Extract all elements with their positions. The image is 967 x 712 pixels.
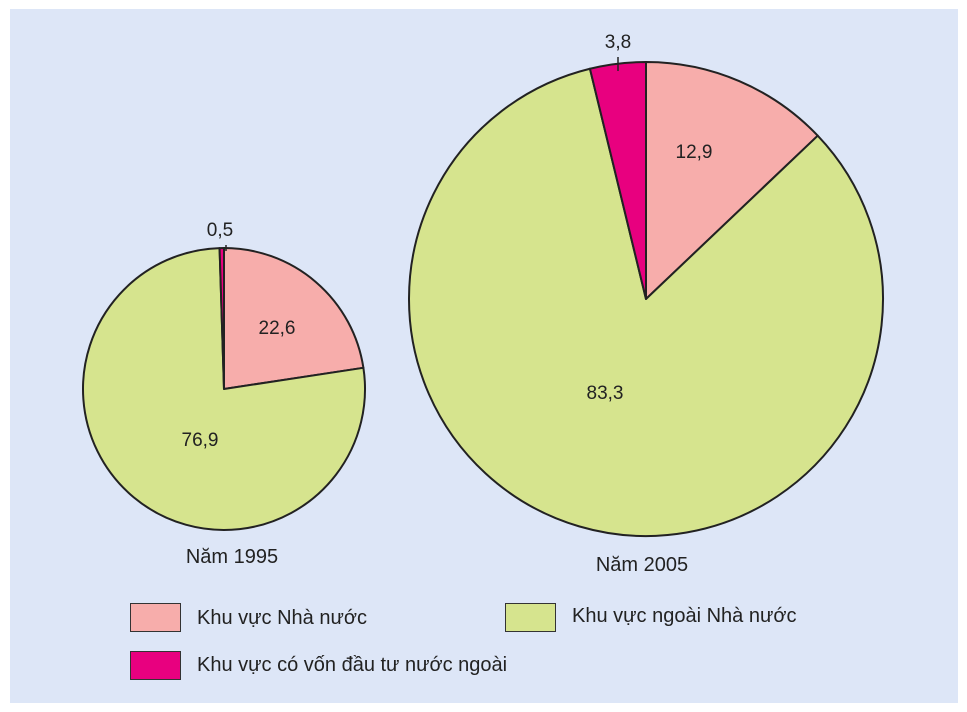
pie-2005-label-foreign: 3,8 <box>605 32 631 53</box>
pie-charts: 22,6 76,9 0,5 12,9 83,3 3,8 <box>82 32 884 537</box>
legend-label-foreign: Khu vực có vốn đầu tư nước ngoài <box>197 654 508 676</box>
pie-1995-label-state: 22,6 <box>259 318 296 339</box>
legend-label-non-state: Khu vực ngoài Nhà nước <box>572 605 797 627</box>
legend-label-state: Khu vực Nhà nước <box>197 607 367 629</box>
pie-1995-label-non-state: 76,9 <box>182 430 219 451</box>
pie-1995-slice-foreign <box>218 247 225 390</box>
pie-2005-slice-state <box>645 61 819 300</box>
legend-swatch-foreign <box>130 651 181 680</box>
pie-1995-title: Năm 1995 <box>185 546 279 568</box>
pie-2005-title: Năm 2005 <box>595 554 689 576</box>
pie-2005-label-non-state: 83,3 <box>587 383 624 404</box>
legend-swatch-state <box>130 603 181 632</box>
pie-1995-label-foreign: 0,5 <box>207 220 233 241</box>
legend-swatch-non-state <box>505 603 556 632</box>
pie-1995-slice-state <box>223 247 365 390</box>
pie-2005-label-state: 12,9 <box>676 142 713 163</box>
pie-2005-slice-non-state <box>408 67 884 537</box>
chart-panel: 22,6 76,9 0,5 12,9 83,3 3,8 Năm 1995 Năm 2005… <box>10 9 958 703</box>
